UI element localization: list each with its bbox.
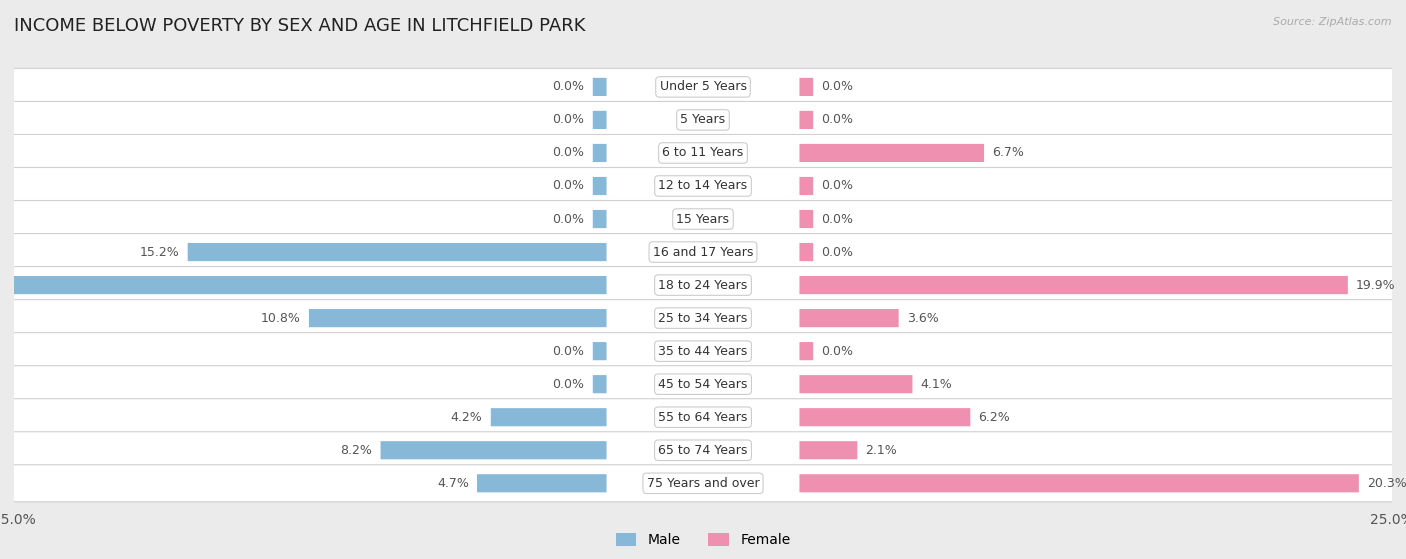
Text: 45 to 54 Years: 45 to 54 Years (658, 378, 748, 391)
FancyBboxPatch shape (593, 78, 606, 96)
Text: 0.0%: 0.0% (553, 212, 585, 225)
FancyBboxPatch shape (10, 366, 1396, 402)
Text: 4.2%: 4.2% (451, 411, 482, 424)
FancyBboxPatch shape (800, 342, 813, 360)
FancyBboxPatch shape (10, 465, 1396, 502)
Text: 8.2%: 8.2% (340, 444, 373, 457)
Text: 55 to 64 Years: 55 to 64 Years (658, 411, 748, 424)
FancyBboxPatch shape (800, 408, 970, 427)
Text: 0.0%: 0.0% (553, 146, 585, 159)
Text: 0.0%: 0.0% (553, 378, 585, 391)
Text: 20.3%: 20.3% (1367, 477, 1406, 490)
Text: 16 and 17 Years: 16 and 17 Years (652, 245, 754, 259)
Text: 0.0%: 0.0% (821, 212, 853, 225)
Text: 0.0%: 0.0% (821, 245, 853, 259)
FancyBboxPatch shape (593, 111, 606, 129)
FancyBboxPatch shape (10, 432, 1396, 469)
FancyBboxPatch shape (800, 177, 813, 195)
FancyBboxPatch shape (800, 276, 1348, 294)
FancyBboxPatch shape (800, 243, 813, 261)
Text: 4.7%: 4.7% (437, 477, 468, 490)
FancyBboxPatch shape (10, 333, 1396, 369)
Text: 0.0%: 0.0% (553, 113, 585, 126)
Text: 15 Years: 15 Years (676, 212, 730, 225)
FancyBboxPatch shape (477, 474, 606, 492)
Text: 0.0%: 0.0% (821, 345, 853, 358)
FancyBboxPatch shape (800, 309, 898, 327)
FancyBboxPatch shape (593, 375, 606, 394)
FancyBboxPatch shape (10, 135, 1396, 172)
Text: Source: ZipAtlas.com: Source: ZipAtlas.com (1274, 17, 1392, 27)
FancyBboxPatch shape (800, 144, 984, 162)
FancyBboxPatch shape (10, 300, 1396, 337)
Text: 4.1%: 4.1% (921, 378, 952, 391)
FancyBboxPatch shape (593, 177, 606, 195)
Text: 12 to 14 Years: 12 to 14 Years (658, 179, 748, 192)
Text: 5 Years: 5 Years (681, 113, 725, 126)
Text: INCOME BELOW POVERTY BY SEX AND AGE IN LITCHFIELD PARK: INCOME BELOW POVERTY BY SEX AND AGE IN L… (14, 17, 585, 35)
Text: 0.0%: 0.0% (553, 80, 585, 93)
Text: 6.2%: 6.2% (979, 411, 1011, 424)
Text: 6.7%: 6.7% (993, 146, 1024, 159)
FancyBboxPatch shape (10, 267, 1396, 304)
FancyBboxPatch shape (10, 68, 1396, 106)
Text: 65 to 74 Years: 65 to 74 Years (658, 444, 748, 457)
Text: 2.1%: 2.1% (866, 444, 897, 457)
Text: 0.0%: 0.0% (553, 179, 585, 192)
FancyBboxPatch shape (187, 243, 606, 261)
FancyBboxPatch shape (381, 441, 606, 459)
FancyBboxPatch shape (10, 168, 1396, 205)
Text: 0.0%: 0.0% (821, 113, 853, 126)
FancyBboxPatch shape (10, 101, 1396, 139)
Text: 19.9%: 19.9% (1357, 278, 1396, 292)
Text: 3.6%: 3.6% (907, 311, 939, 325)
Text: 18 to 24 Years: 18 to 24 Years (658, 278, 748, 292)
Text: 35 to 44 Years: 35 to 44 Years (658, 345, 748, 358)
Text: 0.0%: 0.0% (553, 345, 585, 358)
Legend: Male, Female: Male, Female (610, 528, 796, 553)
FancyBboxPatch shape (309, 309, 606, 327)
FancyBboxPatch shape (593, 210, 606, 228)
FancyBboxPatch shape (800, 441, 858, 459)
Text: Under 5 Years: Under 5 Years (659, 80, 747, 93)
Text: 15.2%: 15.2% (139, 245, 180, 259)
Text: 25 to 34 Years: 25 to 34 Years (658, 311, 748, 325)
FancyBboxPatch shape (10, 234, 1396, 271)
Text: 6 to 11 Years: 6 to 11 Years (662, 146, 744, 159)
FancyBboxPatch shape (593, 342, 606, 360)
Text: 0.0%: 0.0% (821, 80, 853, 93)
FancyBboxPatch shape (800, 111, 813, 129)
FancyBboxPatch shape (0, 276, 606, 294)
FancyBboxPatch shape (10, 201, 1396, 238)
FancyBboxPatch shape (800, 474, 1358, 492)
FancyBboxPatch shape (800, 375, 912, 394)
Text: 0.0%: 0.0% (821, 179, 853, 192)
FancyBboxPatch shape (10, 399, 1396, 435)
Text: 75 Years and over: 75 Years and over (647, 477, 759, 490)
Text: 10.8%: 10.8% (260, 311, 301, 325)
FancyBboxPatch shape (593, 144, 606, 162)
FancyBboxPatch shape (800, 78, 813, 96)
FancyBboxPatch shape (491, 408, 606, 427)
FancyBboxPatch shape (800, 210, 813, 228)
